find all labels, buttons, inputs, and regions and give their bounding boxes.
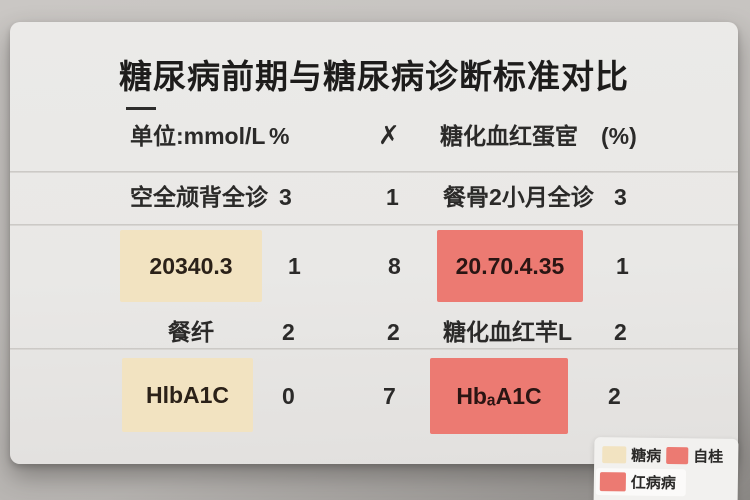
row3-left-label: 餐纤 bbox=[168, 319, 214, 345]
row3-mid-value: 2 bbox=[387, 319, 400, 345]
comparison-card: 糖尿病前期与糖尿病诊断标准对比 单位:mmol/L % ✗ 糖化血红蛋宦 (%)… bbox=[10, 22, 738, 464]
row-divider bbox=[10, 171, 738, 173]
x-mark-icon: ✗ bbox=[378, 120, 400, 150]
row4-right-value: 2 bbox=[608, 383, 621, 409]
header-percent-label: % bbox=[269, 123, 290, 149]
row2-left-value: 1 bbox=[288, 253, 301, 279]
row4-right-box-value: HbₐA1C bbox=[456, 382, 542, 409]
legend-swatch-red bbox=[599, 472, 627, 492]
legend-label-1: 糖病 bbox=[631, 447, 662, 465]
row3-right-value: 2 bbox=[614, 319, 627, 345]
page-title: 糖尿病前期与糖尿病诊断标准对比 bbox=[119, 58, 629, 95]
legend-row-2: 仜病病 bbox=[595, 468, 687, 497]
row4-left-box-value: HlbA1C bbox=[145, 381, 230, 408]
legend-label-3: 仜病病 bbox=[630, 474, 676, 493]
row1-right-value: 3 bbox=[614, 184, 627, 210]
legend-panel: 糖病 自桂 仜病病 bbox=[593, 436, 739, 500]
row1-left-label: 空全颃背全诊 bbox=[130, 184, 268, 210]
row1-right-label: 餐骨2小月全诊 bbox=[443, 184, 594, 210]
row4-mid-value: 7 bbox=[383, 383, 396, 409]
row1-mid-value: 1 bbox=[386, 184, 399, 210]
row2-right-box-value: 20.70.4.35 bbox=[455, 252, 565, 279]
header-hba1c-label: 糖化血红蛋宦 bbox=[440, 123, 578, 149]
highlight-cell-red: 20.70.4.35 bbox=[437, 230, 583, 302]
title-underline bbox=[126, 107, 156, 110]
row-divider bbox=[10, 224, 738, 226]
row1-left-value: 3 bbox=[279, 184, 292, 210]
row-divider bbox=[10, 348, 738, 350]
highlight-cell-beige: HlbA1C bbox=[122, 358, 253, 432]
legend-label-2: 自桂 bbox=[693, 448, 724, 466]
header-percent-unit: (%) bbox=[601, 123, 637, 149]
legend-row-1: 糖病 自桂 bbox=[602, 444, 723, 467]
row4-left-value: 0 bbox=[282, 383, 295, 409]
row3-left-value: 2 bbox=[282, 319, 295, 345]
highlight-cell-beige: 20340.3 bbox=[120, 230, 262, 302]
header-unit-label: 单位:mmol/L bbox=[130, 123, 266, 149]
highlight-cell-red: HbₐA1C bbox=[430, 358, 568, 434]
row2-right-value: 1 bbox=[616, 253, 629, 279]
row2-left-box-value: 20340.3 bbox=[149, 252, 233, 279]
legend-swatch-red bbox=[666, 447, 689, 465]
row3-right-label: 糖化血红芉L bbox=[443, 319, 573, 345]
row2-mid-value: 8 bbox=[388, 253, 401, 279]
legend-swatch-beige bbox=[602, 446, 627, 464]
